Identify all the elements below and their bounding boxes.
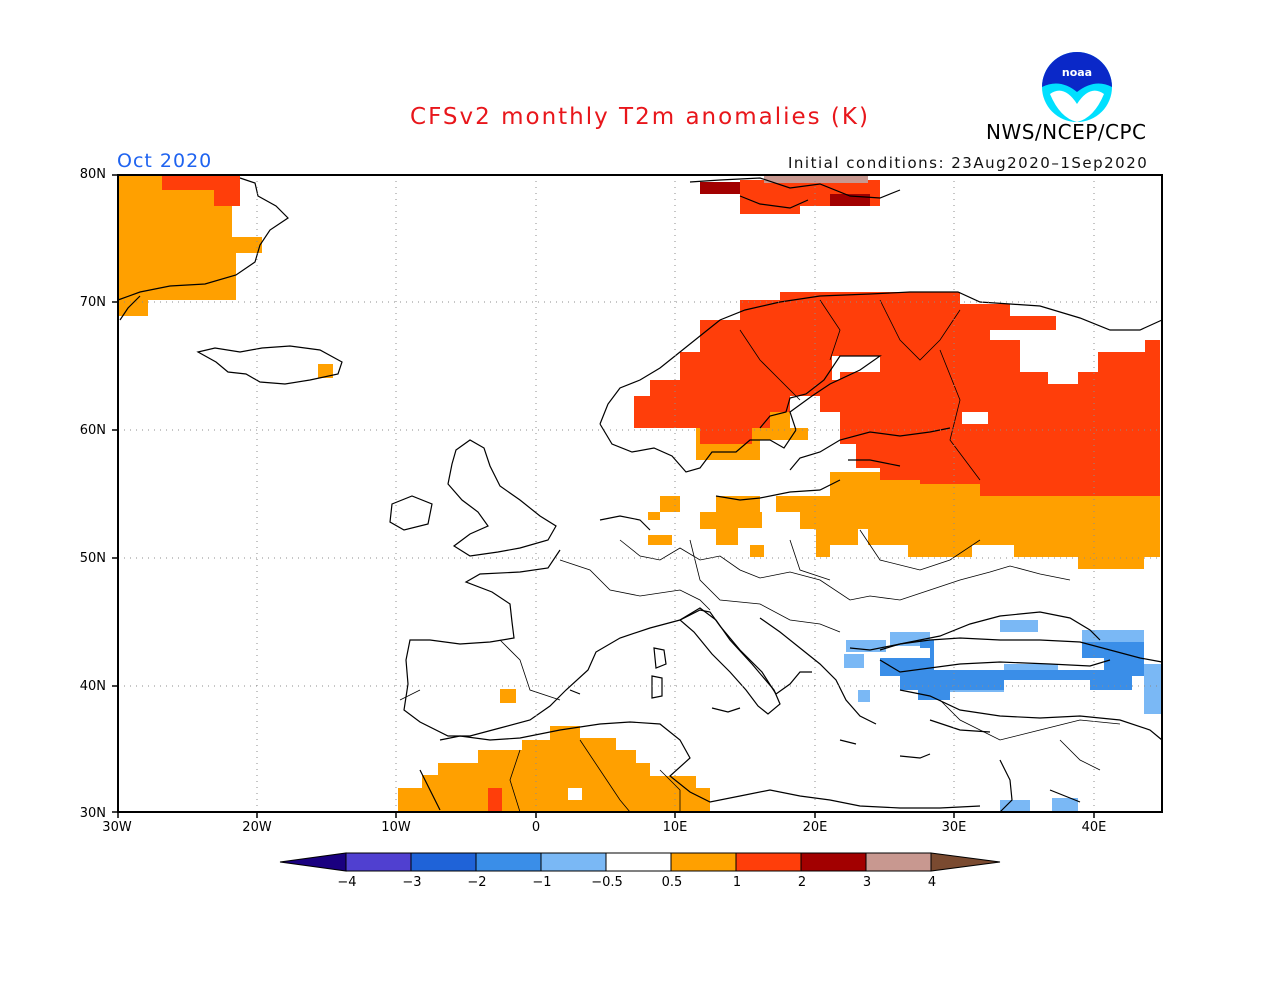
greenland-coast [117,177,289,321]
valid-month-label: Oct 2020 [117,150,213,172]
colorbar-tick-label: −2 [467,875,487,890]
lat-label-40n: 40N [79,679,106,694]
colorbar-tick-label: 0.5 [661,875,683,890]
colorbar-segment [670,852,737,872]
lon-label-0: 0 [531,820,541,835]
lon-label-20w: 20W [242,820,272,835]
lat-label-80n: 80N [79,167,106,182]
lon-label-20e: 20E [802,820,828,835]
map-ticks [112,174,1095,818]
noaa-logo-icon: noaa [1042,52,1112,122]
colorbar-tick-label: −1 [532,875,552,890]
colorbar-tick-label: −4 [337,875,357,890]
colorbar-tick-label: −0.5 [591,875,623,890]
mediterranean-islands [569,647,931,759]
anomaly-positive-0.5-1 [118,175,1160,812]
colorbar-tick-label: 1 [732,875,742,890]
lon-label-10w: 10W [381,820,411,835]
turkey-coast [899,689,1163,741]
colorbar-segment [800,852,867,872]
colorbar-segment [540,852,607,872]
anomaly-positive-3-4 [764,175,868,183]
lat-label-70n: 70N [79,295,106,310]
colorbar-segment [735,852,802,872]
balkans-coast [759,617,1163,725]
lat-label-50n: 50N [79,551,106,566]
colorbar-segment [410,852,477,872]
map-graticule [118,175,1162,812]
colorbar-segment [345,852,412,872]
iceland-coast [196,345,343,385]
lon-label-30e: 30E [941,820,967,835]
svalbard-coast [689,177,901,209]
colorbar-tick-label: −3 [402,875,422,890]
baltic-coast [715,427,951,501]
lat-label-60n: 60N [79,423,106,438]
agency-label: NWS/NCEP/CPC [986,120,1147,144]
colorbar-tick-label: 2 [797,875,807,890]
colorbar-tick-label: 4 [927,875,937,890]
colorbar-segment [605,852,672,872]
colorbar-segment [865,852,932,872]
lon-label-40e: 40E [1081,820,1107,835]
colorbar-segment [475,852,542,872]
lat-label-30n: 30N [79,806,106,821]
colorbar [279,852,1001,872]
map-title: CFSv2 monthly T2m anomalies (K) [410,104,870,130]
middle-east-coast [999,759,1081,813]
lon-label-10e: 10E [662,820,688,835]
colorbar-segment [930,852,1001,872]
map-frame [117,174,1163,813]
italy-coast [678,607,781,715]
anomaly-neutral-holes [568,356,1078,800]
country-borders [399,299,1121,813]
uk-coast [389,439,557,557]
north-africa-coast [419,721,981,811]
lon-label-30w: 30W [102,820,132,835]
black-sea-coast [879,611,1111,673]
coastlines [117,177,1163,813]
colorbar-segment [279,852,347,872]
colorbar-tick-label: 3 [862,875,872,890]
noaa-logo-text: noaa [1062,66,1092,79]
anomaly-negative-2 [880,640,1144,700]
initial-conditions-label: Initial conditions: 23Aug2020–1Sep2020 [788,154,1149,172]
